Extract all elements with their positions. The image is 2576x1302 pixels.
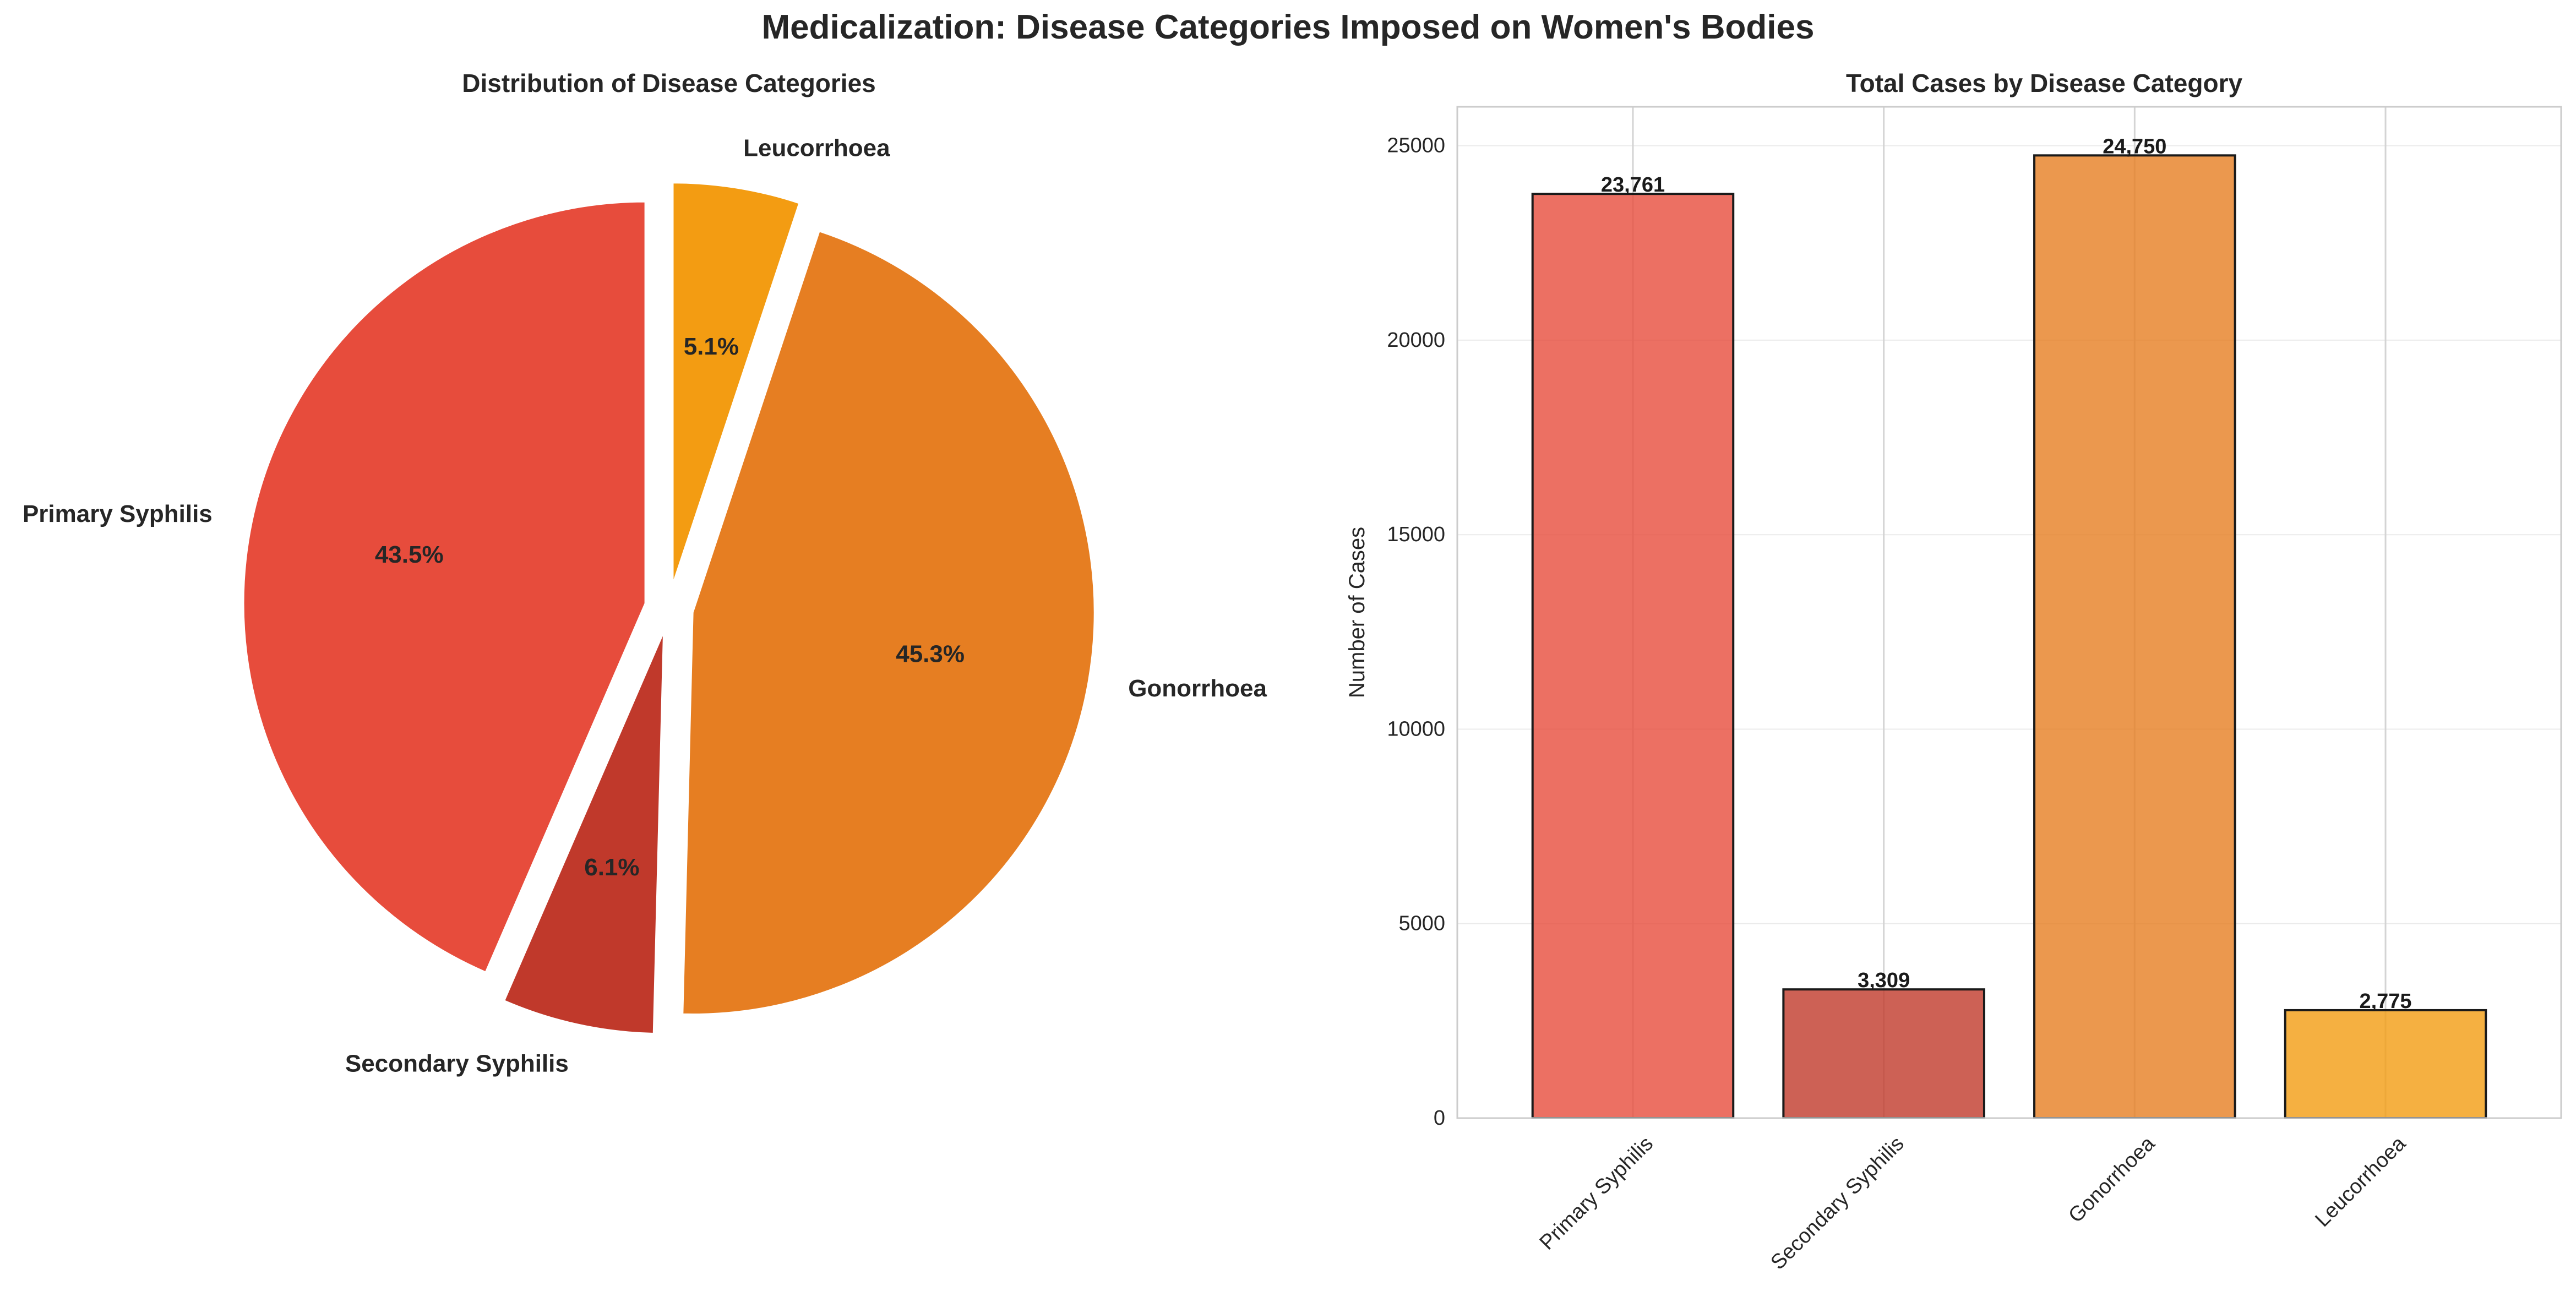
y-tick-label: 25000 <box>1387 134 1445 157</box>
bar-value-label-gonorrhoea: 24,750 <box>2103 135 2166 158</box>
bar-secondary-syphilis <box>1782 988 1985 1119</box>
y-axis-label: Number of Cases <box>1345 527 1369 698</box>
pie-slice-secondary-syphilis <box>503 631 665 1035</box>
pie-percent-primary-syphilis: 43.5% <box>375 541 444 568</box>
x-tick-label-gonorrhoea: Gonorrhoea <box>2064 1132 2160 1228</box>
pie-label-secondary-syphilis: Secondary Syphilis <box>345 1050 569 1077</box>
pie-label-leucorrhoea: Leucorrhoea <box>743 135 890 162</box>
bar-chart-title: Total Cases by Disease Category <box>1846 69 2243 97</box>
y-tick-label: 0 <box>1434 1107 1445 1130</box>
y-tick-label: 15000 <box>1387 523 1445 546</box>
pie-percent-leucorrhoea: 5.1% <box>684 333 739 360</box>
pie-label-gonorrhoea: Gonorrhoea <box>1128 675 1267 702</box>
y-tick-label: 10000 <box>1387 717 1445 740</box>
pie-slice-leucorrhoea <box>672 182 800 585</box>
pie-percent-secondary-syphilis: 6.1% <box>584 854 639 881</box>
y-tick-label: 5000 <box>1398 912 1445 935</box>
bar-primary-syphilis <box>1531 193 1735 1119</box>
pie-label-primary-syphilis: Primary Syphilis <box>23 500 213 527</box>
pie-chart: Distribution of Disease Categories 43.5%… <box>23 69 1267 1077</box>
x-tick-label-secondary-syphilis: Secondary Syphilis <box>1766 1132 1908 1274</box>
x-tick-label-leucorrhoea: Leucorrhoea <box>2311 1132 2410 1232</box>
bar-value-label-secondary-syphilis: 3,309 <box>1858 969 1910 992</box>
pie-slice-gonorrhoea <box>682 230 1096 1016</box>
bar-value-label-primary-syphilis: 23,761 <box>1601 173 1665 197</box>
y-tick-label: 20000 <box>1387 329 1445 352</box>
bar-value-label-leucorrhoea: 2,775 <box>2359 990 2411 1013</box>
x-tick-label-primary-syphilis: Primary Syphilis <box>1535 1132 1658 1254</box>
pie-percent-gonorrhoea: 45.3% <box>896 640 965 667</box>
bar-gonorrhoea <box>2033 154 2236 1120</box>
pie-chart-title: Distribution of Disease Categories <box>462 69 876 97</box>
bar-axes-frame <box>1456 106 2562 1119</box>
figure-title: Medicalization: Disease Categories Impos… <box>761 8 1815 46</box>
bar-chart: Total Cases by Disease Category 0 5000 100… <box>1345 69 2562 1274</box>
pie-slice-primary-syphilis <box>242 200 646 974</box>
bar-leucorrhoea <box>2284 1009 2487 1119</box>
